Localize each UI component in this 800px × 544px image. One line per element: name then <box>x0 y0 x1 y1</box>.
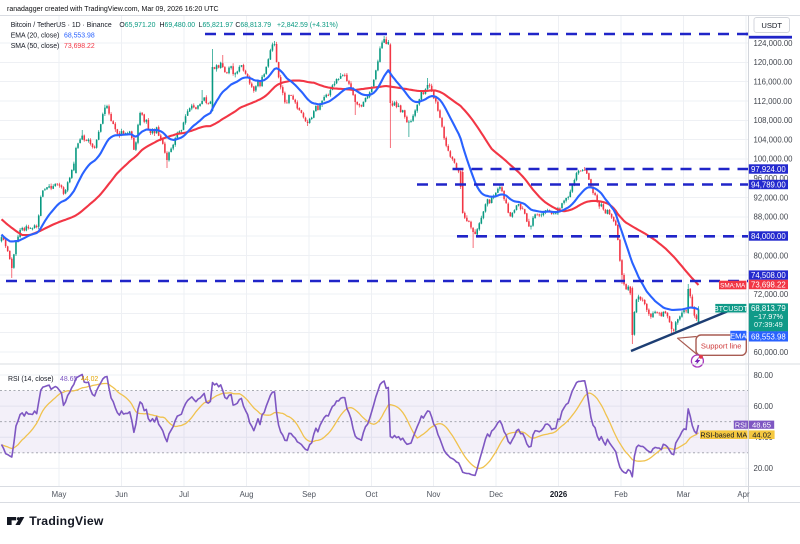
svg-text:97,924.00: 97,924.00 <box>751 165 786 174</box>
svg-text:112,000.00: 112,000.00 <box>754 97 793 106</box>
svg-text:120,000.00: 120,000.00 <box>754 58 794 67</box>
svg-text:68,553.98: 68,553.98 <box>64 33 95 40</box>
svg-text:92,000.00: 92,000.00 <box>754 193 789 202</box>
svg-text:RSI (14, close): RSI (14, close) <box>8 376 54 383</box>
svg-text:74,508.00: 74,508.00 <box>751 271 786 280</box>
svg-text:68,813.79: 68,813.79 <box>751 304 786 313</box>
svg-text:EMA: EMA <box>730 331 747 340</box>
svg-text:Sep: Sep <box>302 490 317 499</box>
svg-text:72,000.00: 72,000.00 <box>754 290 789 299</box>
svg-text:20.00: 20.00 <box>754 464 774 473</box>
svg-text:Support line: Support line <box>701 341 742 350</box>
svg-text:L65,821.97: L65,821.97 <box>199 22 234 29</box>
svg-text:BTCUSDT: BTCUSDT <box>714 304 749 313</box>
svg-text:RSI-based MA: RSI-based MA <box>700 430 747 439</box>
svg-text:TradingView: TradingView <box>29 514 104 528</box>
svg-text:O65,971.20: O65,971.20 <box>119 22 155 29</box>
svg-text:Jul: Jul <box>179 490 189 499</box>
svg-text:Bitcoin / TetherUS · 1D · Bina: Bitcoin / TetherUS · 1D · Binance <box>11 22 112 29</box>
svg-text:USDT: USDT <box>761 21 782 30</box>
svg-text:84,000.00: 84,000.00 <box>751 232 786 241</box>
svg-text:73,698.22: 73,698.22 <box>751 280 786 289</box>
svg-text:60,000.00: 60,000.00 <box>754 348 789 357</box>
svg-text:80.00: 80.00 <box>754 371 774 380</box>
svg-text:Nov: Nov <box>427 490 441 499</box>
svg-text:Feb: Feb <box>614 490 628 499</box>
svg-text:48.65: 48.65 <box>752 421 771 430</box>
svg-text:60.00: 60.00 <box>754 402 774 411</box>
svg-text:ranadagger created with Tradin: ranadagger created with TradingView.com,… <box>7 6 219 13</box>
svg-text:48.65: 48.65 <box>60 376 77 383</box>
svg-text:116,000.00: 116,000.00 <box>754 78 793 87</box>
svg-text:88,000.00: 88,000.00 <box>754 213 789 222</box>
svg-text:73,698.22: 73,698.22 <box>64 43 95 50</box>
svg-text:44.02: 44.02 <box>752 431 771 440</box>
svg-text:RSI: RSI <box>735 420 747 429</box>
svg-text:C68,813.79: C68,813.79 <box>235 22 271 29</box>
svg-text:80,000.00: 80,000.00 <box>754 251 789 260</box>
svg-text:108,000.00: 108,000.00 <box>754 116 794 125</box>
svg-text:104,000.00: 104,000.00 <box>754 135 794 144</box>
svg-text:EMA (20, close): EMA (20, close) <box>11 33 60 40</box>
svg-text:−17.97%: −17.97% <box>754 312 784 321</box>
svg-text:Aug: Aug <box>240 490 254 499</box>
svg-text:96,000.00: 96,000.00 <box>754 174 789 183</box>
svg-text:Dec: Dec <box>489 490 503 499</box>
svg-text:Mar: Mar <box>677 490 691 499</box>
svg-text:Jun: Jun <box>115 490 128 499</box>
svg-text:07:39:49: 07:39:49 <box>754 320 783 329</box>
svg-text:H69,480.00: H69,480.00 <box>160 22 196 29</box>
svg-text:100,000.00: 100,000.00 <box>754 155 794 164</box>
svg-text:+2,842.59 (+4.31%): +2,842.59 (+4.31%) <box>277 22 338 29</box>
svg-text:44.02: 44.02 <box>81 376 98 383</box>
svg-text:SMA:MA: SMA:MA <box>720 283 746 290</box>
svg-text:124,000.00: 124,000.00 <box>754 39 794 48</box>
svg-text:94,789.00: 94,789.00 <box>751 180 786 189</box>
svg-text:Apr: Apr <box>737 490 750 499</box>
svg-text:SMA (50, close): SMA (50, close) <box>11 43 60 50</box>
svg-text:May: May <box>52 490 67 499</box>
svg-text:68,553.98: 68,553.98 <box>751 332 786 341</box>
svg-text:2026: 2026 <box>550 490 568 499</box>
svg-text:Oct: Oct <box>365 490 378 499</box>
